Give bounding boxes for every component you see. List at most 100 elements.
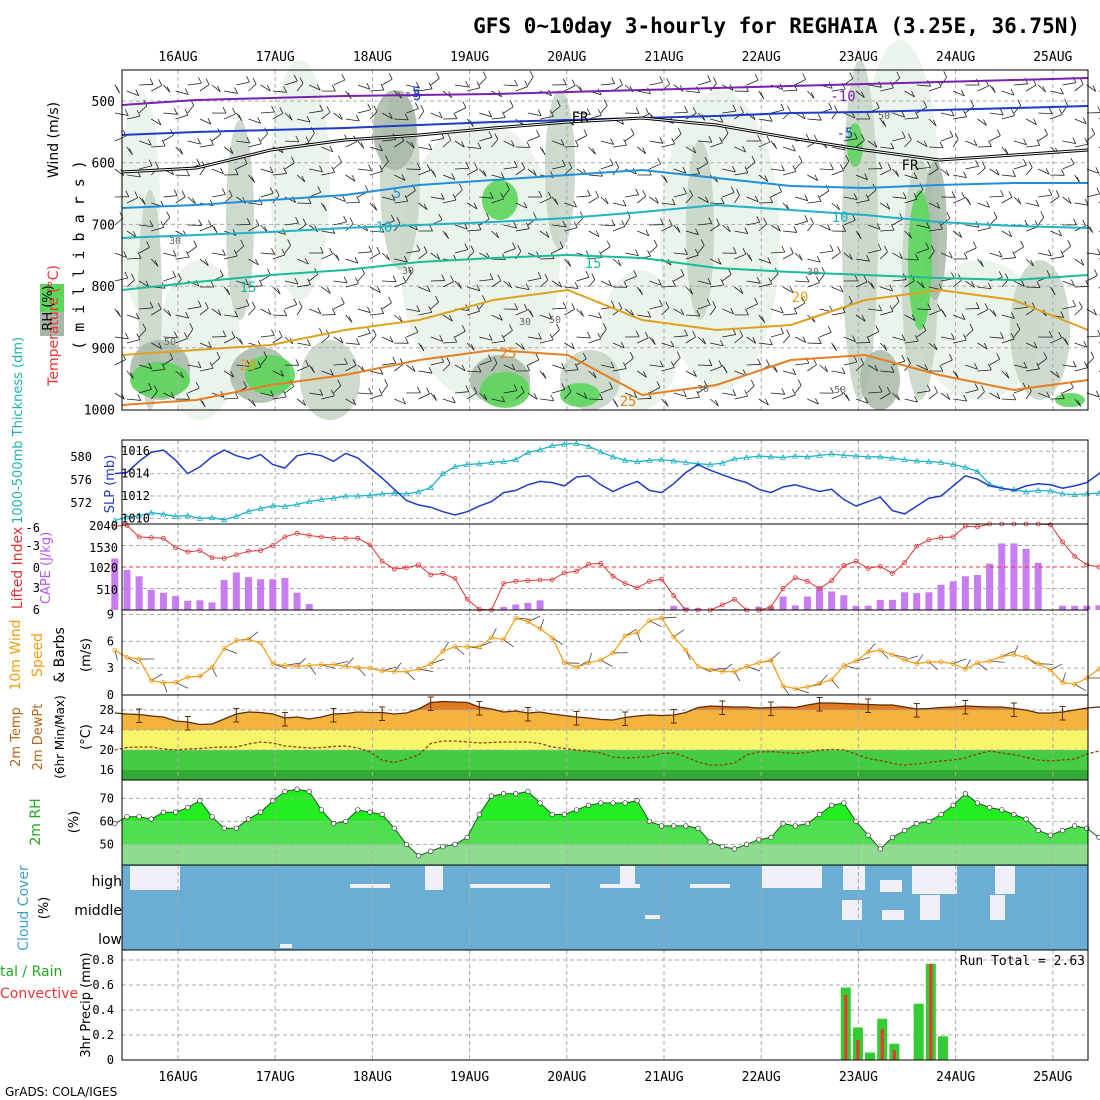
wind-barb	[442, 281, 454, 288]
wind-barb-flag	[946, 212, 951, 219]
wind-barb	[1001, 257, 1016, 260]
wind-barb	[880, 311, 894, 316]
wind-barb	[236, 81, 250, 86]
wind-barb-flag	[630, 128, 635, 135]
wind-barb-flag	[608, 280, 613, 287]
wind-barb-flag	[197, 361, 202, 368]
wind-barb	[479, 136, 493, 142]
thickness-point	[1022, 488, 1030, 495]
wind-barb	[381, 252, 390, 261]
wind10-point	[890, 652, 895, 658]
thickness-point	[184, 512, 191, 518]
temp2m-tick-label: 28	[100, 703, 114, 717]
wind10-point	[622, 633, 628, 639]
wind-barb	[868, 308, 882, 312]
wind-barb-flag	[299, 77, 304, 84]
wind-barb-flag	[974, 363, 978, 370]
wind-barb	[673, 111, 688, 114]
wind-barb-flag	[238, 114, 243, 121]
wind-barb	[770, 392, 785, 395]
wind-barb-flag	[801, 296, 806, 304]
wind-barb	[807, 258, 821, 263]
cloud-clear-gap	[280, 944, 292, 948]
wind-barb	[552, 224, 566, 228]
wind-barb	[868, 249, 882, 254]
wind-barb	[819, 250, 834, 254]
wind-barb	[867, 140, 878, 148]
li-point	[829, 578, 835, 584]
wind-barb-flag	[974, 383, 979, 390]
cape-bar	[937, 584, 945, 610]
wind-barb-flag	[998, 250, 1003, 258]
rh2m-point	[148, 816, 154, 822]
wind-barb-flag	[482, 170, 487, 177]
wind-barb-flag	[1055, 371, 1060, 378]
wind-barb	[491, 314, 503, 321]
wind-barb	[163, 358, 174, 366]
wind-barb	[175, 370, 184, 379]
thickness-point	[597, 448, 604, 455]
wind-barb	[685, 314, 700, 317]
wind-barb	[661, 285, 676, 288]
cloud-clear-gap	[843, 866, 865, 890]
li-point	[1060, 539, 1065, 545]
wind-barb	[831, 202, 840, 211]
wind-barb-flag	[243, 381, 247, 388]
slp-tick-label: 1012	[121, 489, 150, 503]
wind-barb-flag	[513, 384, 518, 391]
wind-barb-flag	[470, 344, 475, 351]
wind-barb-flag	[222, 249, 226, 256]
wind-barb-flag	[852, 335, 856, 342]
wind10-barb	[1013, 644, 1019, 655]
rh2m-point	[889, 834, 896, 841]
wind10-point	[926, 659, 932, 665]
wind-barb-flag	[653, 239, 658, 247]
wind-barb-flag	[295, 359, 300, 366]
wind-barb	[770, 333, 784, 338]
wind-barb	[685, 336, 696, 344]
wind10-point	[112, 647, 118, 653]
wind-barb	[625, 194, 639, 198]
wind-barb	[552, 364, 565, 370]
wind-barb	[843, 336, 856, 342]
wind-barb	[272, 370, 284, 377]
thickness-point	[840, 452, 847, 458]
wind-barb-flag	[864, 173, 868, 180]
cape-bar	[986, 563, 994, 610]
cape-tick-label: 510	[96, 583, 118, 597]
wind-barb-flag	[689, 288, 694, 295]
wind-barb	[394, 282, 407, 288]
wind-barb-flag	[392, 275, 397, 282]
wind-barb-flag	[745, 308, 749, 316]
wind-barb	[734, 335, 743, 344]
wind-barb-flag	[222, 330, 227, 337]
wind-barb-flag	[642, 190, 647, 197]
wind10-point	[877, 647, 883, 653]
rh2m-point	[719, 843, 725, 850]
wind-barb-flag	[740, 106, 744, 113]
isotherm	[121, 168, 1088, 209]
li-point	[537, 577, 543, 583]
wind-barb	[296, 306, 303, 316]
wind-barb	[552, 140, 565, 146]
wind-barb-flag	[388, 72, 393, 80]
wind-barb-flag	[196, 158, 201, 165]
wind-barb	[1062, 140, 1076, 144]
wind-barb-flag	[549, 333, 554, 341]
wind-barb	[770, 308, 784, 314]
wind-barb-flag	[884, 245, 888, 252]
wind-barb-flag	[453, 335, 458, 343]
li-point	[318, 534, 324, 540]
wind-barb	[564, 227, 578, 232]
wind-barb	[418, 146, 432, 151]
wind-barb-flag	[939, 222, 943, 230]
wind-barb-flag	[562, 220, 567, 228]
wind-barb	[236, 163, 248, 170]
wind-barb-flag	[704, 156, 709, 164]
wind10-point	[258, 640, 264, 646]
thickness-point	[172, 512, 179, 519]
rh-contour-label: 30	[402, 266, 414, 277]
rh-shading	[226, 120, 254, 320]
wind-barb-flag	[602, 323, 607, 330]
